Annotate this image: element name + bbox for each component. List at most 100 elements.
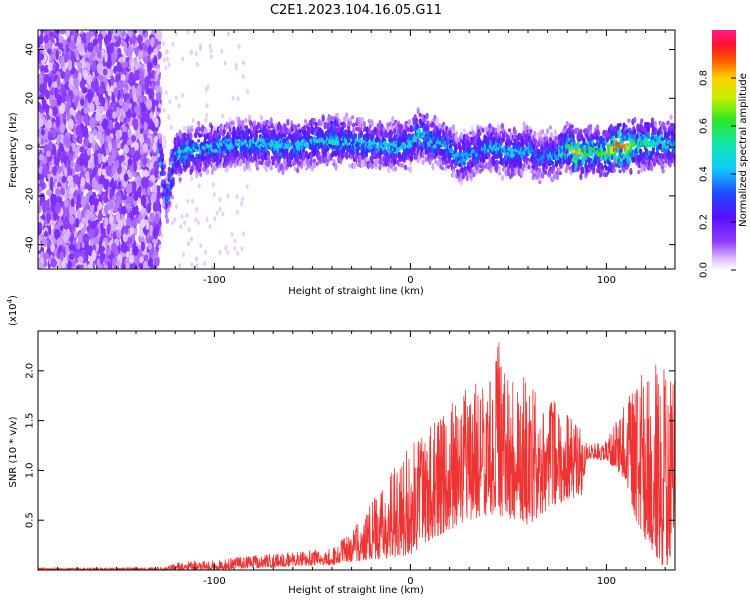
heatmap-cell: [171, 179, 175, 187]
heatmap-cell: [183, 125, 186, 131]
heatmap-cell: [59, 35, 64, 44]
heatmap-cell: [74, 88, 79, 97]
heatmap-cell: [255, 161, 260, 166]
heatmap-cell: [88, 228, 94, 240]
heatmap-cell: [92, 38, 98, 46]
heatmap-cell: [334, 162, 338, 171]
heatmap-cell: [208, 224, 212, 229]
heatmap-cell: [181, 56, 185, 62]
heatmap-cell: [51, 127, 57, 139]
heatmap-cell: [67, 106, 71, 113]
heatmap-cell: [40, 98, 47, 110]
heatmap-cell: [248, 167, 252, 172]
heatmap-cell: [137, 50, 142, 61]
heatmap-cell: [231, 120, 235, 126]
heatmap-cell: [167, 62, 171, 68]
heatmap-cell: [131, 84, 136, 94]
heatmap-cell: [67, 260, 72, 269]
heatmap-cell: [108, 214, 114, 225]
heatmap-cell: [105, 148, 110, 156]
heatmap-cell: [102, 68, 108, 76]
heatmap-cell: [204, 87, 208, 92]
heatmap-cell: [79, 222, 84, 229]
heatmap-cell: [134, 150, 140, 162]
heatmap-cell: [83, 217, 89, 225]
heatmap-cell: [289, 163, 293, 168]
heatmap-cell: [115, 129, 121, 140]
heatmap-cell: [190, 262, 194, 268]
heatmap-cell: [255, 166, 260, 171]
heatmap-cell: [330, 115, 334, 121]
heatmap-cell: [122, 263, 126, 269]
heatmap-cell: [49, 176, 54, 189]
heatmap-cell: [210, 265, 214, 269]
heatmap-cell: [38, 153, 44, 161]
heatmap-cell: [190, 236, 194, 242]
heatmap-cell: [205, 216, 209, 222]
heatmap-cell: [242, 231, 246, 237]
heatmap-cell: [421, 151, 425, 159]
heatmap-cell: [67, 59, 73, 71]
heatmap-cell: [220, 48, 224, 54]
heatmap-cell: [158, 137, 163, 144]
heatmap-cell: [336, 113, 340, 118]
heatmap-cell: [143, 113, 150, 123]
heatmap-cell: [113, 87, 119, 97]
heatmap-cell: [46, 119, 53, 129]
heatmap-cell: [191, 117, 195, 123]
heatmap-cell: [150, 212, 155, 224]
heatmap-cell: [95, 81, 100, 89]
heatmap-cell: [78, 232, 82, 244]
heatmap-cell: [407, 119, 411, 125]
heatmap-cell: [83, 69, 89, 81]
heatmap-cell: [414, 117, 418, 124]
heatmap-cell: [83, 261, 88, 269]
heatmap-cell: [312, 117, 316, 123]
heatmap-cell: [68, 215, 75, 225]
heatmap-cell: [130, 220, 137, 229]
heatmap-cell: [165, 218, 169, 224]
heatmap-cell: [195, 207, 198, 212]
heatmap-cell: [115, 260, 121, 267]
heatmap-cell: [112, 111, 117, 119]
heatmap-cell: [69, 235, 74, 245]
heatmap-cell: [86, 245, 92, 253]
heatmap-cell: [212, 192, 216, 197]
heatmap-cell: [286, 119, 290, 126]
heatmap-cell: [104, 204, 109, 215]
heatmap-cell: [441, 166, 445, 171]
heatmap-cell: [167, 114, 171, 120]
heatmap-cell: [205, 103, 209, 109]
heatmap-cell: [114, 148, 118, 158]
heatmap-cell: [38, 101, 42, 112]
heatmap-cell: [55, 49, 59, 61]
heatmap-cell: [155, 244, 160, 253]
heatmap-cell: [74, 95, 79, 108]
heatmap-cell: [231, 95, 235, 101]
heatmap-cell: [140, 103, 146, 112]
heatmap-cell: [191, 154, 195, 159]
heatmap-cell: [60, 187, 65, 196]
heatmap-cell: [233, 238, 237, 244]
heatmap-cell: [147, 61, 153, 70]
heatmap-cell: [61, 175, 66, 184]
heatmap-cell: [181, 252, 185, 258]
heatmap-cell: [154, 256, 160, 267]
heatmap-cell: [236, 96, 240, 102]
heatmap-cell: [95, 111, 102, 122]
heatmap-cell: [136, 257, 140, 266]
heatmap-cell: [93, 197, 99, 208]
heatmap-cell: [378, 164, 382, 171]
heatmap-cell: [133, 162, 137, 172]
heatmap-cell: [209, 48, 213, 54]
heatmap-cell: [124, 224, 129, 234]
heatmap-cell: [110, 75, 115, 86]
heatmap-cell: [142, 142, 149, 153]
heatmap-cell: [70, 198, 75, 207]
heatmap-cell: [69, 40, 76, 50]
heatmap-cell: [127, 203, 131, 211]
heatmap-cell: [171, 41, 175, 47]
heatmap-cell: [218, 206, 222, 212]
heatmap-cell: [140, 194, 147, 206]
heatmap-cell: [50, 258, 57, 268]
